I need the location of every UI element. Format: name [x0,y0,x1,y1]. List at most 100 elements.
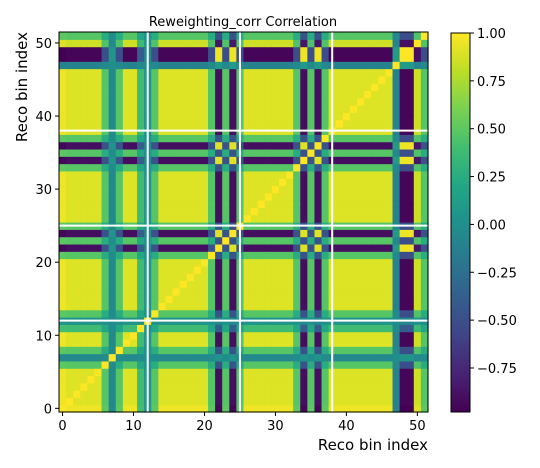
heatmap-cell [179,236,188,245]
heatmap-cell [364,404,372,413]
heatmap-cell [59,375,67,384]
heatmap-cell [229,83,238,92]
heatmap-cell [172,156,181,165]
heatmap-cell [385,156,394,165]
heatmap-cell [73,112,81,121]
heatmap-cell [193,170,202,179]
heatmap-cell [392,338,401,347]
heatmap-cell [66,83,74,92]
heatmap-cell [314,97,323,106]
heatmap-cell [257,353,266,362]
heatmap-cell [278,97,287,106]
heatmap-cell [264,287,273,296]
heatmap-cell [179,192,188,201]
heatmap-cell [392,156,401,165]
heatmap-cell [87,302,96,311]
heatmap-cell [59,243,67,252]
heatmap-cell [271,46,280,55]
heatmap-cell [115,229,124,238]
heatmap-cell [193,338,202,347]
heatmap-cell [314,90,323,99]
heatmap-cell [80,265,88,274]
heatmap-cell [321,90,330,99]
heatmap-cell [314,68,323,77]
heatmap-cell [371,243,379,252]
heatmap-cell [87,170,96,179]
heatmap-cell [406,309,415,318]
heatmap-cell [257,251,266,260]
heatmap-cell [364,53,372,62]
heatmap-cell [80,61,88,70]
heatmap-cell [257,368,266,377]
heatmap-cell [179,119,188,128]
heatmap-cell [115,397,124,406]
heatmap-cell [229,200,238,208]
heatmap-cell [300,156,308,165]
heatmap-cell [286,192,294,201]
heatmap-cell [364,280,372,289]
heatmap-cell [406,324,415,333]
heatmap-cell [59,170,67,179]
heatmap-cell [300,163,308,172]
heatmap-cell [307,46,316,55]
heatmap-cell [335,287,344,296]
heatmap-cell [151,170,159,179]
heatmap-cell [406,141,415,150]
heatmap-cell [179,134,188,143]
heatmap-cell [406,68,415,77]
heatmap-cell [264,53,273,62]
heatmap-cell [158,287,167,296]
heatmap-cell [215,346,223,355]
heatmap-cell [94,200,103,208]
x-axis-ticks: 0 10 20 30 40 50 [58,412,426,434]
heatmap-cell [413,265,422,274]
heatmap-cell [165,243,174,252]
heatmap-cell [208,32,216,40]
heatmap-cell [413,207,422,216]
heatmap-cell [335,61,344,70]
heatmap-cell [264,390,273,398]
heatmap-cell [364,68,372,77]
heatmap-cell [94,207,103,216]
heatmap-cell [293,200,301,208]
heatmap-cell [293,251,301,260]
heatmap-cell [420,141,429,150]
heatmap-cell [186,61,195,70]
heatmap-cell [349,258,358,267]
heatmap-cell [321,53,330,62]
heatmap-cell [59,390,67,398]
heatmap-cell [137,83,145,92]
heatmap-cell [385,258,394,267]
heatmap-cell [335,382,344,391]
heatmap-cell [278,83,287,92]
heatmap-cell [307,331,316,340]
heatmap-cell [129,229,138,238]
heatmap-cell [172,346,181,355]
heatmap-cell [243,148,252,157]
heatmap-cell [200,170,209,179]
heatmap-cell [271,214,280,223]
heatmap-cell [278,324,287,333]
heatmap-cell [349,207,358,216]
heatmap-cell [172,265,181,274]
heatmap-cell [172,163,181,172]
heatmap-cell [229,368,238,377]
heatmap-cell [208,178,216,187]
heatmap-cell [342,390,351,398]
heatmap-cell [87,324,96,333]
heatmap-cell [250,68,259,77]
heatmap-cell [243,302,252,311]
heatmap-cell [137,324,145,333]
heatmap-cell [165,156,174,165]
heatmap-cell [151,404,159,413]
heatmap-cell [229,105,238,113]
heatmap-cell [371,382,379,391]
heatmap-cell [94,302,103,311]
heatmap-cell [420,178,429,187]
heatmap-cell [101,273,110,282]
heatmap-cell [371,134,379,143]
heatmap-cell [80,404,88,413]
heatmap-cell [151,309,159,318]
heatmap-cell [385,90,394,99]
heatmap-cell [307,404,316,413]
